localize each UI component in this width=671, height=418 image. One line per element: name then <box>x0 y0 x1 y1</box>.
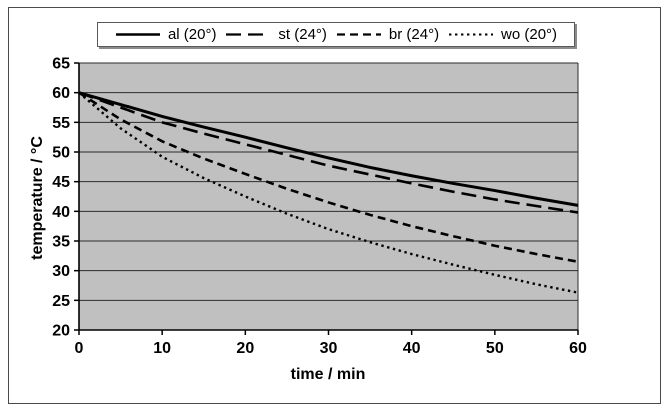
legend-entry-al: al (20°) <box>115 26 217 43</box>
x-tick-label-50: 50 <box>486 340 504 357</box>
series-line-solid <box>78 91 579 207</box>
y-axis-title: temperature / °C <box>29 136 46 260</box>
y-tick-label-45: 45 <box>52 174 70 191</box>
x-tick-label-10: 10 <box>153 340 171 357</box>
legend-label-wo: wo (20°) <box>501 26 558 43</box>
legend-label-st: st (24°) <box>278 26 327 43</box>
y-tick-label-40: 40 <box>52 204 70 221</box>
plot-area: 20 25 30 35 40 45 50 55 60 65 0 10 20 30 40 50 60 <box>52 56 587 358</box>
legend-label-br: br (24°) <box>388 26 440 43</box>
y-tick-label-65: 65 <box>52 56 70 73</box>
x-tick-label-0: 0 <box>75 340 84 357</box>
y-tick-label-25: 25 <box>52 293 70 310</box>
legend-line-sample-solid <box>115 33 160 36</box>
x-tick-label-30: 30 <box>320 340 338 357</box>
y-tick-label-55: 55 <box>52 115 70 132</box>
legend-line-sample-short-dash <box>336 33 381 36</box>
legend-entry-wo: wo (20°) <box>448 27 557 42</box>
legend-label-al: al (20°) <box>167 26 217 43</box>
x-tick-label-40: 40 <box>403 340 421 357</box>
y-tick-label-30: 30 <box>52 263 70 280</box>
legend-entry-st: st (24°) <box>225 27 327 42</box>
series-line-long-dash <box>78 91 579 214</box>
series-line-short-dash <box>78 91 579 264</box>
y-tick-label-35: 35 <box>52 234 70 251</box>
x-tick-label-60: 60 <box>569 340 587 357</box>
y-tick-label-20: 20 <box>52 323 70 340</box>
legend-entry-br: br (24°) <box>336 27 439 42</box>
y-tick-label-50: 50 <box>52 145 70 162</box>
legend: al (20°) st (24°) br (24°) wo (20°) <box>97 22 575 47</box>
legend-line-sample-long-dash <box>226 33 271 36</box>
x-tick-label-20: 20 <box>236 340 254 357</box>
plot-background <box>79 63 578 330</box>
y-tick-label-60: 60 <box>52 85 70 102</box>
x-axis-title: time / min <box>291 366 366 383</box>
legend-line-sample-dotted <box>449 33 494 36</box>
